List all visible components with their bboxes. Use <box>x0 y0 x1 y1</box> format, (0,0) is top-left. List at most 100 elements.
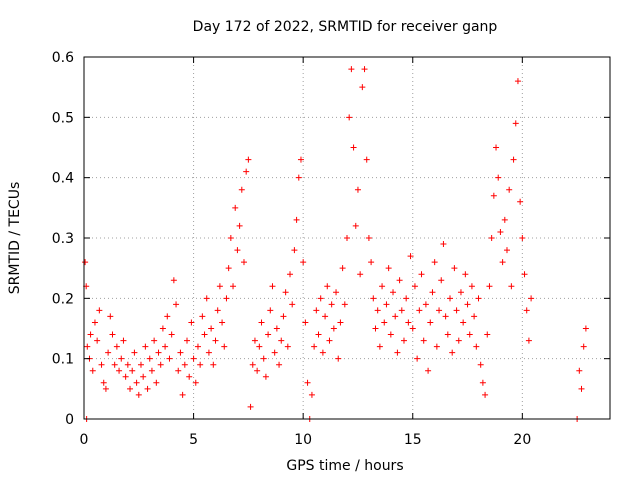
data-point <box>300 259 307 266</box>
data-point <box>429 289 436 296</box>
data-point <box>521 271 528 278</box>
data-point <box>247 403 254 410</box>
data-point <box>203 295 210 302</box>
data-point <box>208 325 215 332</box>
data-point <box>344 235 350 241</box>
data-point <box>317 295 324 302</box>
data-point <box>436 307 443 314</box>
data-point <box>357 271 364 278</box>
data-point <box>514 78 521 85</box>
data-point <box>442 313 449 320</box>
y-tick-label: 0.5 <box>52 110 74 126</box>
data-point <box>425 367 432 374</box>
data-point <box>243 168 250 175</box>
data-point <box>363 156 370 163</box>
y-tick-label: 0.1 <box>52 352 74 368</box>
data-point <box>468 283 475 290</box>
data-point <box>368 259 375 266</box>
data-point <box>240 259 247 266</box>
y-tick-label: 0.4 <box>52 171 74 187</box>
data-point <box>245 156 252 163</box>
y-tick-label: 0.3 <box>52 231 74 247</box>
data-point <box>319 349 326 356</box>
data-point <box>216 283 223 290</box>
data-point <box>151 337 158 344</box>
data-point <box>91 319 98 326</box>
data-point <box>495 174 502 181</box>
data-point <box>262 373 269 380</box>
x-axis-label: GPS time / hours <box>286 458 403 474</box>
data-point <box>337 319 344 326</box>
data-point <box>394 349 401 356</box>
data-point <box>219 319 226 326</box>
data-point <box>379 283 386 290</box>
data-point <box>341 301 348 308</box>
data-point <box>346 114 353 121</box>
data-point <box>254 367 261 374</box>
data-point <box>431 259 438 266</box>
data-point <box>482 391 489 398</box>
data-point <box>256 343 263 350</box>
data-point <box>398 307 405 314</box>
data-point <box>350 144 357 151</box>
data-point <box>370 295 377 302</box>
data-point <box>227 235 234 241</box>
data-point <box>96 307 103 314</box>
x-tick-label: 10 <box>294 432 312 448</box>
data-point <box>440 241 447 248</box>
data-point <box>148 367 155 374</box>
data-point <box>304 379 311 386</box>
data-point <box>396 277 403 284</box>
data-point <box>582 325 589 332</box>
data-point <box>528 295 535 302</box>
data-point <box>276 361 283 368</box>
data-point <box>447 295 454 302</box>
data-point <box>387 331 394 338</box>
data-point <box>267 307 274 314</box>
data-point <box>280 313 287 320</box>
data-points <box>82 66 589 422</box>
data-point <box>407 253 414 260</box>
data-point <box>409 325 416 332</box>
data-point <box>420 337 427 344</box>
data-point <box>89 367 96 374</box>
data-point <box>315 331 322 338</box>
data-point <box>129 367 136 374</box>
data-point <box>94 337 101 344</box>
data-point <box>214 307 221 314</box>
data-point <box>359 84 366 91</box>
data-point <box>232 204 239 211</box>
y-tick-label: 0 <box>65 412 74 428</box>
data-point <box>488 235 495 241</box>
data-point <box>186 373 193 380</box>
x-tick-label: 15 <box>404 432 422 448</box>
data-point <box>120 337 127 344</box>
data-point <box>400 337 407 344</box>
data-point <box>444 331 451 338</box>
data-point <box>168 331 175 338</box>
data-point <box>365 235 372 241</box>
data-point <box>313 307 320 314</box>
data-point <box>144 385 151 392</box>
data-point <box>201 331 208 338</box>
data-point <box>390 289 397 296</box>
data-point <box>118 355 125 362</box>
data-point <box>473 343 480 350</box>
data-point <box>146 355 153 362</box>
x-tick-label: 20 <box>513 432 531 448</box>
data-point <box>433 343 440 350</box>
data-point <box>326 337 333 344</box>
data-point <box>230 283 237 290</box>
data-point <box>519 235 526 241</box>
data-point <box>517 198 524 205</box>
data-point <box>188 319 195 326</box>
data-point <box>297 156 304 163</box>
data-point <box>111 361 118 368</box>
data-point <box>124 361 131 368</box>
data-point <box>273 325 280 332</box>
data-point <box>339 265 346 272</box>
data-point <box>383 301 390 308</box>
data-point <box>157 361 164 368</box>
data-point <box>133 379 140 386</box>
data-point <box>457 289 464 296</box>
